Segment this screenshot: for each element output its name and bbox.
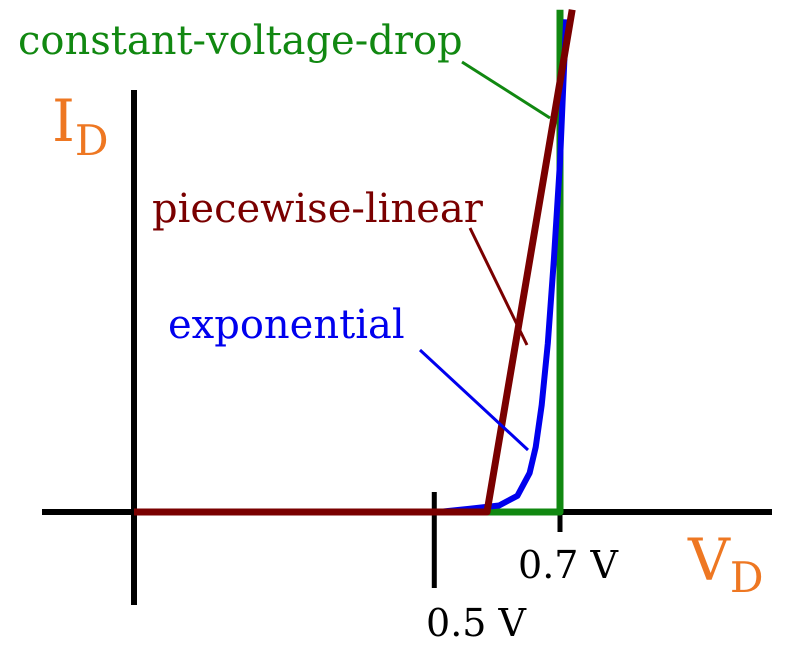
x-axis-label-main: V — [687, 526, 731, 594]
series-curves — [134, 9, 576, 516]
y-axis-label-sub: D — [75, 116, 109, 165]
y-axis-label-main: I — [52, 87, 75, 155]
y-axis-label: ID — [52, 87, 109, 165]
callout-label-piecewise-linear: piecewise-linear — [152, 186, 484, 232]
callout-line-exponential — [418, 348, 530, 452]
x-tick-label-0: 0.5 V — [426, 601, 527, 645]
x-tick-label-1: 0.7 V — [518, 543, 619, 587]
callout-label-exponential: exponential — [168, 302, 405, 348]
axes — [42, 90, 772, 605]
series-callouts: exponential piecewise-linear constant-volt… — [18, 18, 551, 452]
x-ticks: 0.5 V 0.7 V — [426, 492, 619, 645]
series-piecewise-linear — [134, 9, 576, 516]
x-axis-label: VD — [687, 526, 764, 602]
x-axis-label-sub: D — [730, 553, 764, 602]
callout-line-piecewise-linear — [468, 227, 529, 346]
callout-label-constant-voltage-drop: constant-voltage-drop — [18, 18, 463, 64]
callout-line-constant-voltage-drop — [461, 60, 551, 120]
